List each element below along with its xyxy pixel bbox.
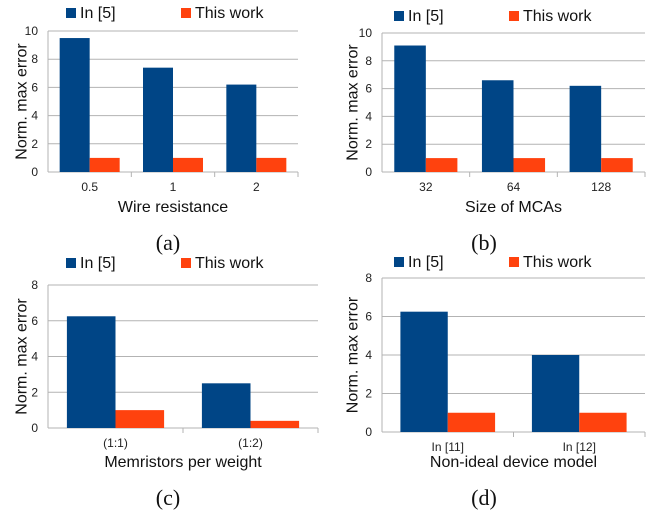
legend-label: In [5] bbox=[80, 5, 116, 22]
x-axis-label: Memristors per weight bbox=[104, 454, 262, 471]
legend-label: This work bbox=[523, 254, 592, 271]
y-tick-label: 6 bbox=[31, 314, 38, 328]
x-tick-label: In [11] bbox=[432, 440, 464, 454]
y-tick-label: 8 bbox=[365, 54, 372, 68]
x-tick-label: 64 bbox=[507, 180, 521, 194]
bar-this-work bbox=[115, 410, 165, 428]
legend-swatch-this-work bbox=[509, 257, 519, 267]
chart-panel-2: 0 2 4 6 8 (1:1) (1:2) Memristors per weight Norm… bbox=[14, 255, 319, 510]
bar-in5 bbox=[569, 85, 602, 172]
x-tick-label: 1 bbox=[170, 180, 177, 194]
legend-swatch-in5 bbox=[66, 8, 76, 18]
x-axis-label: Wire resistance bbox=[118, 199, 228, 216]
legend: In [5] This work bbox=[66, 255, 264, 272]
x-tick-label: (1:1) bbox=[103, 436, 128, 450]
y-tick-label: 0 bbox=[31, 165, 38, 179]
x-axis-label: Size of MCAs bbox=[465, 199, 562, 216]
legend-swatch-this-work bbox=[509, 11, 519, 21]
y-axis-label: Norm. max error bbox=[14, 43, 31, 160]
bar-this-work bbox=[250, 420, 300, 428]
chart-panel-1: 0 2 4 6 8 10 32 64 128 Size of MCAs Norm. max erro… bbox=[345, 8, 646, 255]
legend-swatch-in5 bbox=[66, 258, 76, 268]
y-tick-label: 0 bbox=[365, 165, 372, 179]
x-tick-label: In [12] bbox=[563, 440, 596, 454]
bar-in5 bbox=[143, 67, 173, 172]
bar-in5 bbox=[66, 316, 116, 428]
x-tick-label: (1:2) bbox=[238, 436, 263, 450]
bar-in5 bbox=[201, 383, 251, 428]
y-axis-label: Norm. max error bbox=[14, 298, 31, 415]
legend-label: In [5] bbox=[408, 254, 444, 271]
legend-swatch-in5 bbox=[394, 257, 404, 267]
bar-this-work bbox=[513, 158, 546, 172]
y-tick-label: 6 bbox=[365, 82, 372, 96]
legend-label: This work bbox=[195, 255, 264, 272]
legend-label: This work bbox=[195, 5, 264, 22]
y-axis-label: Norm. max error bbox=[345, 44, 362, 161]
y-tick-label: 2 bbox=[365, 137, 372, 151]
legend: In [5] This work bbox=[394, 254, 592, 271]
y-tick-label: 6 bbox=[31, 80, 38, 94]
bar-in5 bbox=[531, 355, 580, 432]
y-tick-label: 2 bbox=[31, 385, 38, 399]
bar-this-work bbox=[256, 157, 287, 172]
x-axis-label: Non-ideal device model bbox=[430, 454, 597, 471]
bar-this-work bbox=[601, 158, 633, 172]
y-tick-label: 2 bbox=[31, 137, 38, 151]
legend-label: This work bbox=[523, 8, 592, 25]
y-tick-label: 8 bbox=[365, 271, 372, 285]
y-tick-label: 4 bbox=[31, 109, 38, 123]
y-tick-label: 10 bbox=[25, 24, 39, 38]
legend: In [5] This work bbox=[394, 8, 592, 25]
bar-this-work bbox=[425, 158, 458, 172]
x-tick-label: 128 bbox=[591, 180, 611, 194]
y-tick-label: 4 bbox=[365, 348, 372, 362]
panel-caption: (c) bbox=[156, 485, 180, 510]
y-tick-label: 4 bbox=[365, 109, 372, 123]
bar-in5 bbox=[59, 38, 90, 172]
panel-caption: (d) bbox=[471, 485, 497, 510]
bar-in5 bbox=[481, 80, 514, 172]
bar-this-work bbox=[89, 157, 120, 172]
x-tick-label: 0.5 bbox=[81, 180, 98, 194]
bar-in5 bbox=[400, 311, 448, 432]
legend-swatch-this-work bbox=[181, 8, 191, 18]
bar-this-work bbox=[579, 412, 627, 432]
y-tick-label: 4 bbox=[31, 350, 38, 364]
panel-caption: (b) bbox=[471, 230, 497, 255]
bar-in5 bbox=[394, 45, 426, 173]
x-tick-label: 32 bbox=[419, 180, 433, 194]
x-tick-label: 2 bbox=[253, 180, 260, 194]
bar-this-work bbox=[173, 157, 203, 172]
panel-caption: (a) bbox=[156, 230, 180, 255]
y-tick-label: 0 bbox=[31, 421, 38, 435]
legend-swatch-in5 bbox=[394, 11, 404, 21]
y-tick-label: 8 bbox=[31, 52, 38, 66]
chart-panel-3: 0 2 4 6 8 In [11] In [12]Non-ideal device mode… bbox=[345, 254, 646, 510]
y-axis-label: Norm. max error bbox=[345, 296, 362, 413]
y-tick-label: 8 bbox=[31, 278, 38, 292]
legend-label: In [5] bbox=[80, 255, 116, 272]
y-tick-label: 10 bbox=[359, 26, 373, 40]
bar-in5 bbox=[226, 84, 257, 172]
y-tick-label: 6 bbox=[365, 310, 372, 324]
legend-swatch-this-work bbox=[181, 258, 191, 268]
legend: In [5] This work bbox=[66, 5, 264, 22]
y-tick-label: 2 bbox=[365, 387, 372, 401]
bar-this-work bbox=[447, 412, 496, 432]
chart-panel-0: 0 2 4 6 8 10 0.5 1 2 Wire resistance Norm. max err… bbox=[14, 5, 299, 255]
y-tick-label: 0 bbox=[365, 425, 372, 439]
legend-label: In [5] bbox=[408, 8, 444, 25]
